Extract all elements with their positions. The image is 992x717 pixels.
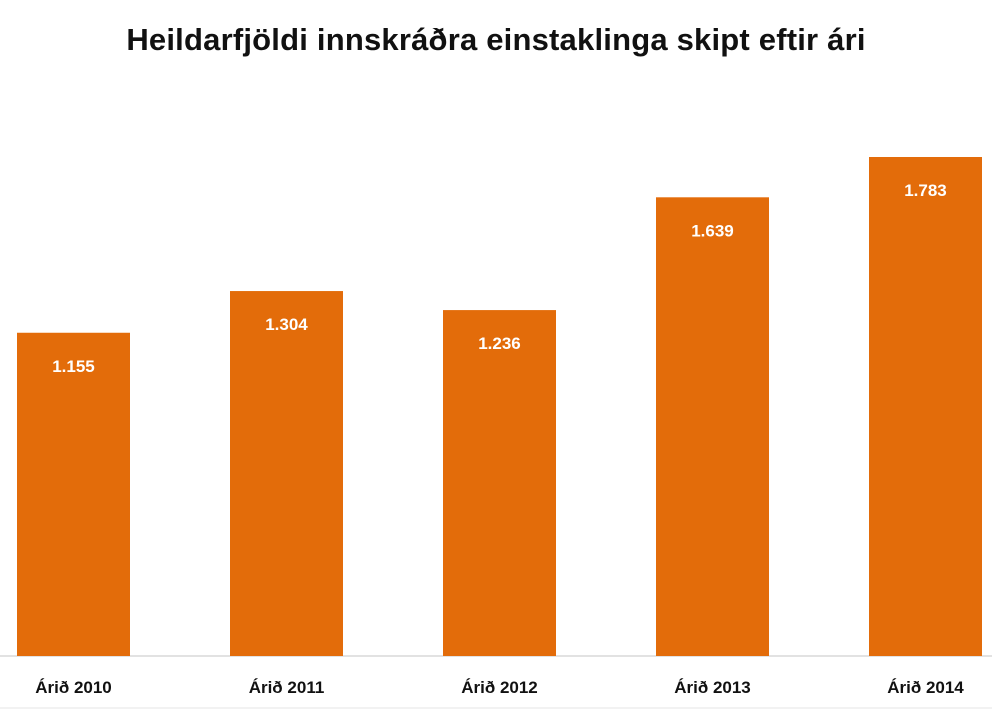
data-label: 1.236 [478, 334, 521, 353]
bar-0 [17, 332, 130, 656]
x-tick-label: Árið 2011 [249, 678, 325, 697]
x-tick-label: Árið 2012 [461, 678, 538, 697]
chart-title: Heildarfjöldi innskráðra einstaklinga sk… [126, 22, 866, 57]
x-tick-label: Árið 2014 [887, 678, 964, 697]
data-label: 1.155 [52, 357, 95, 376]
data-label: 1.304 [265, 315, 308, 334]
x-tick-label: Árið 2010 [35, 678, 112, 697]
bar-4 [869, 157, 982, 656]
data-label: 1.639 [691, 221, 734, 240]
data-label: 1.783 [904, 181, 947, 200]
bar-3 [656, 197, 769, 657]
bar-2 [443, 310, 556, 656]
x-tick-label: Árið 2013 [674, 678, 751, 697]
bar-1 [230, 291, 343, 656]
